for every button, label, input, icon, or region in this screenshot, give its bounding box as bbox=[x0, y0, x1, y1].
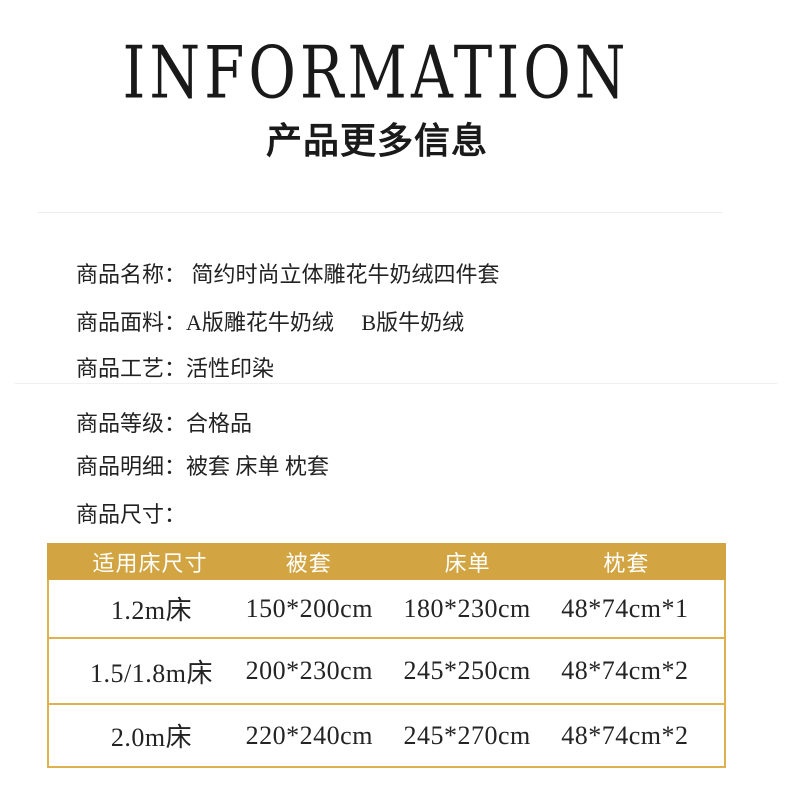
attribute-label: 商品工艺： bbox=[76, 356, 187, 381]
table-cell: 48*74cm*1 bbox=[561, 593, 689, 623]
attribute-label: 商品名称： bbox=[76, 262, 187, 287]
table-cell: 1.5/1.8m床 bbox=[90, 658, 213, 688]
header-cell-bed-size: 适用床尺寸 bbox=[92, 550, 208, 576]
header-cell-pillowcase: 枕套 bbox=[603, 550, 650, 576]
attribute-value: A版雕花牛奶绒 B版牛奶绒 bbox=[186, 310, 465, 335]
table-cell: 220*240cm bbox=[245, 720, 373, 750]
page-subtitle: 产品更多信息 bbox=[265, 121, 488, 161]
attribute-label: 商品面料： bbox=[76, 310, 187, 335]
table-row: 1.5/1.8m床 200*230cm 245*250cm 48*74cm*2 bbox=[49, 637, 724, 703]
table-cell: 1.2m床 bbox=[110, 596, 193, 625]
attribute-row-detail: 商品明细：被套 床单 枕套 bbox=[65, 428, 329, 480]
table-cell: 48*74cm*2 bbox=[561, 656, 689, 685]
header-cell-duvet-cover: 被套 bbox=[285, 550, 332, 576]
page-title: INFORMATION bbox=[122, 30, 630, 115]
header-cell-bed-sheet: 床单 bbox=[444, 550, 491, 576]
attribute-row-name: 商品名称： 简约时尚立体雕花牛奶绒四件套 bbox=[65, 236, 500, 288]
size-table-header-row: 适用床尺寸 被套 床单 枕套 bbox=[47, 543, 726, 580]
table-cell: 245*270cm bbox=[403, 720, 531, 750]
attribute-label: 商品等级： bbox=[76, 411, 187, 436]
attribute-value: 被套 床单 枕套 bbox=[186, 454, 330, 479]
attribute-row-craft: 商品工艺：活性印染 bbox=[65, 330, 274, 382]
divider bbox=[15, 383, 777, 384]
attribute-label: 商品明细： bbox=[76, 454, 187, 479]
table-cell: 150*200cm bbox=[245, 593, 373, 623]
attribute-value: 合格品 bbox=[186, 411, 253, 436]
table-row: 2.0m床 220*240cm 245*270cm 48*74cm*2 bbox=[49, 703, 724, 766]
table-row: 1.2m床 150*200cm 180*230cm 48*74cm*1 bbox=[49, 580, 724, 637]
attribute-row-fabric: 商品面料：A版雕花牛奶绒 B版牛奶绒 bbox=[65, 284, 464, 336]
attribute-row-size: 商品尺寸： bbox=[65, 476, 186, 528]
table-cell: 245*250cm bbox=[403, 656, 531, 685]
table-cell: 180*230cm bbox=[403, 593, 531, 623]
table-cell: 48*74cm*2 bbox=[561, 720, 689, 750]
table-cell: 2.0m床 bbox=[110, 723, 193, 752]
attribute-value: 活性印染 bbox=[186, 356, 275, 381]
divider bbox=[38, 212, 722, 213]
size-table: 适用床尺寸 被套 床单 枕套 1.2m床 150*200cm 180*230cm… bbox=[47, 543, 726, 768]
attribute-row-grade: 商品等级：合格品 bbox=[65, 385, 252, 437]
table-cell: 200*230cm bbox=[245, 656, 373, 685]
attribute-value: 简约时尚立体雕花牛奶绒四件套 bbox=[186, 262, 500, 287]
attribute-label: 商品尺寸： bbox=[76, 502, 187, 527]
